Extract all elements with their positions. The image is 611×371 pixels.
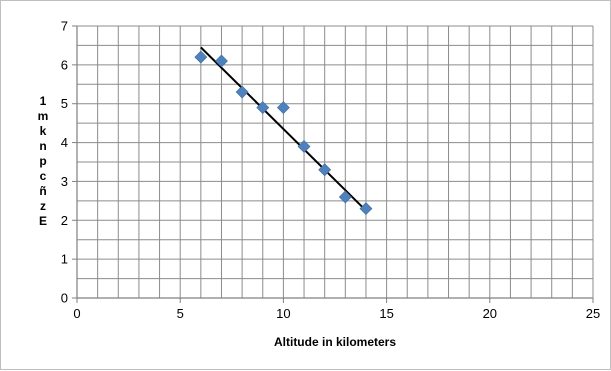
data-point (338, 190, 352, 204)
y-tick-label: 7 (61, 19, 68, 34)
data-point (194, 50, 208, 64)
data-points (194, 50, 373, 216)
y-axis-title-char: E (39, 214, 47, 228)
x-tick-label: 15 (379, 306, 393, 321)
y-axis-title-char: 1 (40, 94, 47, 108)
trendline-group (200, 46, 367, 212)
trendline (200, 46, 367, 212)
y-axis-title-char: k (40, 124, 47, 138)
x-tick-label: 5 (177, 306, 184, 321)
y-axis-title-char: p (39, 154, 46, 168)
data-point (235, 85, 249, 99)
x-axis-title: Altitude in kilometers (274, 335, 396, 349)
data-point (297, 140, 311, 153)
y-axis-title-char: z (40, 199, 46, 213)
y-tick-label: 4 (61, 135, 68, 150)
data-point (359, 202, 373, 216)
data-point (276, 101, 290, 115)
y-tick-label: 3 (61, 174, 68, 189)
data-point (256, 101, 270, 115)
data-point (318, 163, 332, 177)
y-tick-label: 6 (61, 57, 68, 72)
y-tick-label: 1 (61, 252, 68, 267)
y-axis-title-char: c (40, 169, 47, 183)
data-point (215, 54, 228, 68)
y-axis-title-char: ñ (39, 184, 46, 198)
y-tick-label: 0 (61, 291, 68, 306)
grid-lines (77, 25, 594, 298)
x-tick-label: 25 (586, 306, 600, 321)
x-tick-label: 20 (483, 306, 497, 321)
y-axis-title-char: n (39, 139, 46, 153)
y-tick-label: 5 (61, 96, 68, 111)
y-tick-label: 2 (61, 213, 68, 228)
x-tick-label: 0 (73, 306, 80, 321)
axes (72, 25, 594, 303)
tick-labels: 0 1 2 3 4 5 6 7 0 5 10 15 20 25 (61, 19, 600, 322)
y-axis-title-char: m (38, 109, 49, 123)
x-tick-label: 10 (276, 306, 290, 321)
